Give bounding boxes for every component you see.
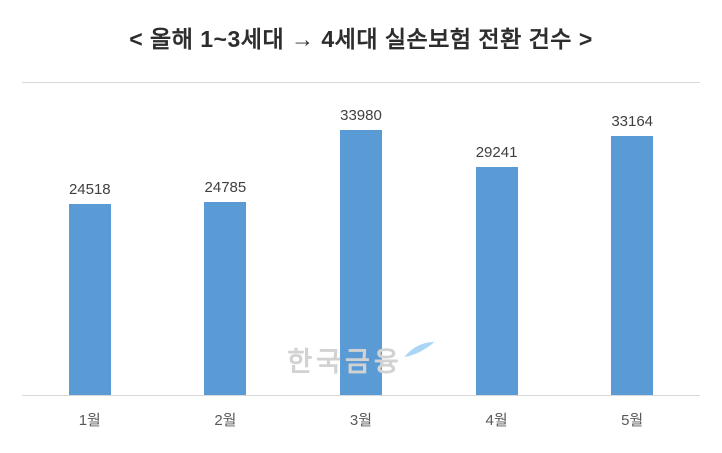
x-axis-label: 5월 (621, 412, 644, 429)
x-axis: 1월 2월 3월 4월 5월 (22, 396, 700, 430)
bar-value-label: 33980 (340, 106, 382, 124)
x-axis-label: 1월 (78, 412, 101, 429)
bar (339, 129, 382, 395)
bar-value-label: 33164 (611, 113, 654, 131)
bar-value-label: 24518 (68, 180, 111, 198)
chart-title: < 올해 1~3세대 → 4세대 실손보험 전환 건수 > (129, 26, 593, 52)
bar (68, 203, 111, 395)
x-axis-label: 3월 (349, 412, 373, 429)
bar-column: 29241 (429, 83, 565, 395)
bars-container: 24518 24785 33980 29241 33164 (22, 83, 700, 395)
bar-column: 24518 (22, 83, 158, 395)
plot-area: 24518 24785 33980 29241 33164 한국금융 (22, 82, 700, 396)
bar-value-label: 24785 (204, 178, 247, 196)
bar (611, 136, 654, 395)
bar-column: 24785 (158, 83, 294, 395)
x-axis-label: 2월 (214, 412, 237, 429)
bar-value-label: 29241 (475, 143, 518, 161)
bar-column: 33980 (293, 83, 429, 395)
bar (204, 201, 247, 395)
bar-column: 33164 (564, 83, 700, 395)
x-axis-label: 4월 (485, 412, 508, 429)
bar (475, 166, 518, 395)
